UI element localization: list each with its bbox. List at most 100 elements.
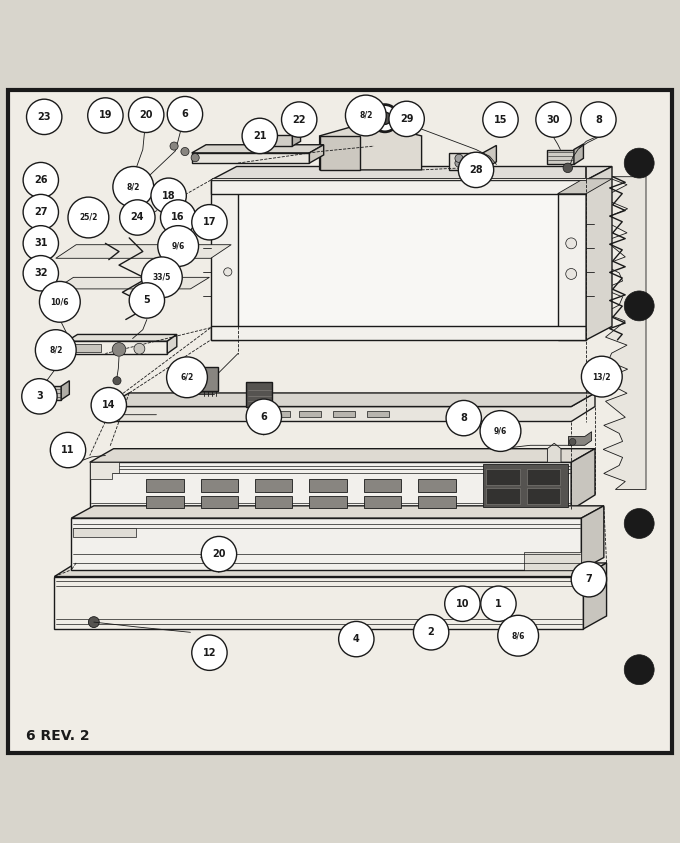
Polygon shape	[211, 166, 586, 180]
Polygon shape	[364, 497, 401, 507]
Circle shape	[571, 561, 607, 597]
Circle shape	[91, 388, 126, 423]
Polygon shape	[167, 335, 177, 353]
Polygon shape	[527, 469, 560, 486]
Circle shape	[379, 112, 391, 124]
Text: 8/2: 8/2	[126, 182, 140, 191]
Polygon shape	[255, 497, 292, 507]
Text: 10: 10	[456, 599, 469, 609]
Circle shape	[112, 342, 126, 357]
Circle shape	[23, 195, 58, 230]
Text: 9/6: 9/6	[494, 427, 507, 436]
Polygon shape	[146, 497, 184, 507]
Polygon shape	[105, 393, 595, 406]
Polygon shape	[105, 393, 595, 422]
Circle shape	[129, 282, 165, 318]
Circle shape	[201, 536, 237, 572]
Circle shape	[224, 268, 232, 276]
Polygon shape	[367, 411, 389, 417]
Circle shape	[134, 343, 145, 354]
Text: 17: 17	[203, 217, 216, 228]
Circle shape	[88, 617, 99, 627]
Text: 6: 6	[260, 411, 267, 422]
Polygon shape	[449, 153, 483, 170]
Polygon shape	[292, 130, 301, 146]
Polygon shape	[90, 462, 571, 510]
Circle shape	[158, 226, 199, 266]
Polygon shape	[320, 136, 360, 170]
Polygon shape	[211, 180, 238, 340]
Text: 30: 30	[547, 115, 560, 125]
Circle shape	[68, 197, 109, 238]
Polygon shape	[192, 153, 309, 163]
Polygon shape	[201, 479, 238, 492]
Polygon shape	[418, 497, 456, 507]
Circle shape	[566, 269, 577, 279]
Polygon shape	[61, 381, 69, 400]
Circle shape	[624, 291, 654, 321]
Circle shape	[120, 200, 155, 235]
Circle shape	[581, 102, 616, 137]
Text: 20: 20	[212, 549, 226, 559]
Circle shape	[481, 586, 516, 621]
Text: 9/6: 9/6	[171, 242, 185, 250]
Polygon shape	[309, 145, 324, 163]
Polygon shape	[73, 528, 136, 537]
Polygon shape	[211, 326, 586, 340]
Polygon shape	[586, 167, 612, 340]
Text: 8: 8	[595, 115, 602, 125]
Circle shape	[498, 615, 539, 656]
Circle shape	[191, 153, 199, 162]
Polygon shape	[309, 479, 347, 492]
Circle shape	[22, 379, 57, 414]
Text: 1: 1	[495, 599, 502, 609]
Polygon shape	[558, 180, 586, 340]
Polygon shape	[581, 506, 604, 570]
Circle shape	[35, 330, 76, 371]
Circle shape	[27, 99, 62, 135]
Text: 21: 21	[253, 131, 267, 141]
Text: 25/2: 25/2	[79, 213, 98, 222]
Circle shape	[566, 238, 577, 249]
Polygon shape	[486, 469, 520, 486]
Circle shape	[445, 586, 480, 621]
Circle shape	[480, 411, 521, 451]
Circle shape	[569, 438, 576, 445]
Text: 28: 28	[469, 165, 483, 175]
Circle shape	[469, 159, 477, 167]
Text: 6 REV. 2: 6 REV. 2	[26, 728, 90, 743]
Circle shape	[446, 400, 481, 436]
Text: 11: 11	[61, 445, 75, 455]
Polygon shape	[246, 382, 272, 406]
Circle shape	[113, 167, 154, 207]
Circle shape	[339, 621, 374, 657]
Text: 2: 2	[428, 627, 435, 637]
Text: 7: 7	[585, 574, 592, 584]
Circle shape	[23, 163, 58, 198]
Text: 4: 4	[353, 634, 360, 644]
Text: 27: 27	[34, 207, 48, 217]
Text: 18: 18	[162, 191, 175, 201]
Circle shape	[536, 102, 571, 137]
Polygon shape	[364, 479, 401, 492]
Circle shape	[141, 257, 182, 298]
Circle shape	[458, 153, 494, 188]
Polygon shape	[418, 479, 456, 492]
Circle shape	[167, 96, 203, 132]
Circle shape	[181, 148, 189, 156]
Polygon shape	[483, 464, 568, 507]
Circle shape	[413, 615, 449, 650]
Text: 29: 29	[400, 114, 413, 124]
Polygon shape	[583, 563, 607, 629]
Polygon shape	[238, 194, 558, 326]
Polygon shape	[71, 506, 604, 518]
Circle shape	[345, 95, 386, 136]
Polygon shape	[568, 432, 592, 445]
Text: 12: 12	[203, 647, 216, 658]
Polygon shape	[299, 411, 321, 417]
Polygon shape	[255, 479, 292, 492]
Polygon shape	[269, 411, 290, 417]
Polygon shape	[500, 552, 581, 570]
Polygon shape	[483, 146, 496, 170]
Polygon shape	[56, 244, 231, 258]
